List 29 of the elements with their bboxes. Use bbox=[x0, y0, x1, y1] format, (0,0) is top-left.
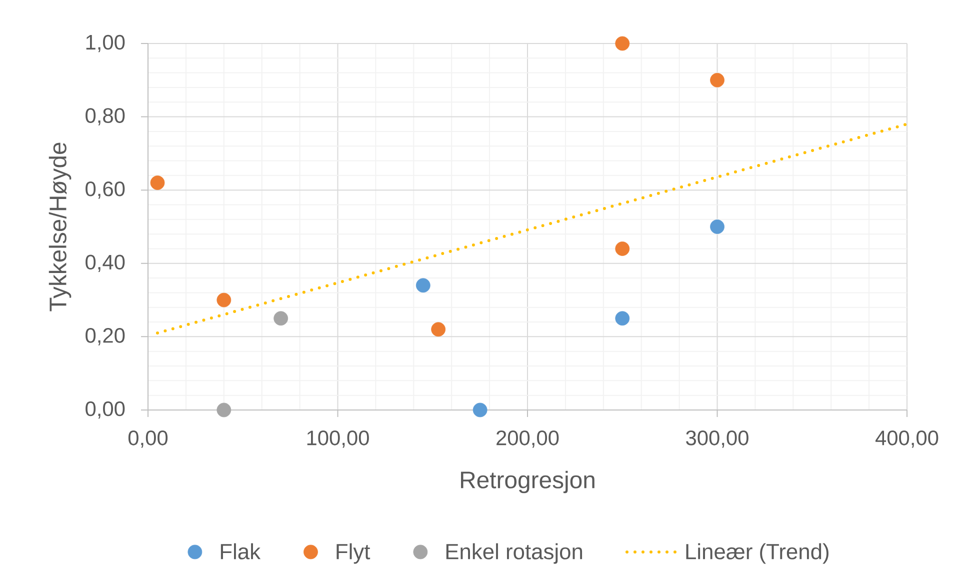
legend-label: Flak bbox=[220, 543, 261, 560]
x-tick-label: 400,00 bbox=[875, 430, 938, 448]
legend-label: Flyt bbox=[336, 543, 370, 564]
x-tick-label: 300,00 bbox=[686, 430, 748, 448]
point bbox=[431, 322, 446, 337]
legend-label: Lineær (Trend) bbox=[686, 543, 828, 564]
x-tick-label: 200,00 bbox=[496, 430, 559, 448]
point bbox=[472, 402, 488, 418]
point bbox=[615, 242, 630, 256]
point bbox=[274, 311, 288, 326]
point bbox=[216, 292, 232, 308]
x-tick-label: 0,00 bbox=[128, 430, 168, 448]
y-tick-label: 0,60 bbox=[86, 181, 125, 199]
point bbox=[615, 311, 630, 326]
point bbox=[710, 72, 724, 88]
y-tick-label: 1,00 bbox=[86, 34, 125, 52]
y-tick-label: 0,40 bbox=[86, 254, 125, 272]
point bbox=[615, 36, 630, 51]
y-tick-label: 0,80 bbox=[86, 108, 125, 126]
point bbox=[416, 278, 430, 293]
point bbox=[150, 176, 165, 190]
point bbox=[216, 402, 232, 418]
y-axis-title: Tykkelse/Høyde bbox=[48, 142, 72, 312]
y-tick-label: 0,20 bbox=[86, 328, 125, 346]
x-tick-label: 100,00 bbox=[307, 430, 369, 448]
point bbox=[710, 220, 724, 234]
x-axis-title: Retrogresjon bbox=[461, 470, 594, 494]
y-tick-label: 0,00 bbox=[86, 401, 125, 419]
legend-label: Enkel rotasjon bbox=[446, 543, 582, 564]
